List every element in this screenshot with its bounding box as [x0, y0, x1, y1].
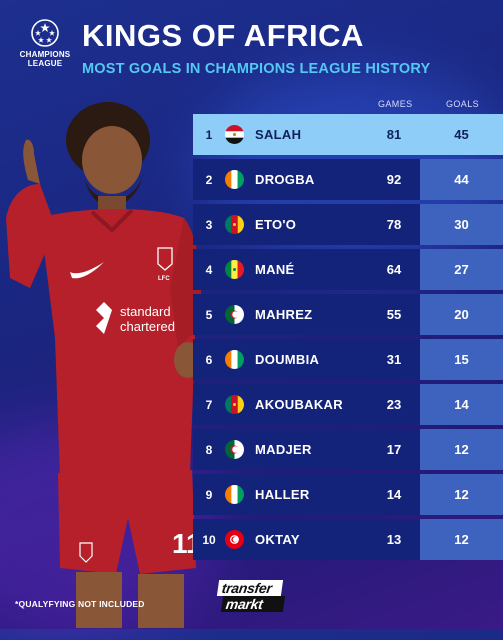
rank-number: 9 [205, 487, 213, 502]
tunisia-flag-icon [225, 530, 244, 549]
rank-number: 1 [205, 127, 213, 142]
table-row: 8 MADJER 17 12 [193, 429, 503, 470]
goals-value: 27 [420, 249, 503, 290]
games-value: 81 [386, 127, 402, 142]
table-row: 10 OKTAY 13 12 [193, 519, 503, 560]
table-row: 9 HALLER 14 12 [193, 474, 503, 515]
table-row: 3 ETO'O 78 30 [193, 204, 503, 245]
player-name: ETO'O [255, 217, 297, 232]
rank-number: 8 [205, 442, 213, 457]
table-row: 7 AKOUBAKAR 23 14 [193, 384, 503, 425]
ivory-coast-flag-icon [225, 170, 244, 189]
cameroon-flag-icon [225, 215, 244, 234]
player-name: SALAH [255, 127, 302, 142]
cameroon-flag-icon [225, 395, 244, 414]
games-value: 13 [386, 532, 402, 547]
games-value: 64 [386, 262, 402, 277]
logo-text: CHAMPIONS [19, 50, 71, 59]
sponsor-text: standard [120, 304, 171, 319]
player-name: MADJER [255, 442, 312, 457]
goals-value: 15 [420, 339, 503, 380]
games-value: 31 [386, 352, 402, 367]
player-name: AKOUBAKAR [255, 397, 343, 412]
brand-text: transfer [216, 580, 284, 596]
table-row: 1 SALAH 81 45 [193, 114, 503, 155]
goals-value: 44 [420, 159, 503, 200]
player-name: DROGBA [255, 172, 315, 187]
rank-number: 4 [205, 262, 213, 277]
rank-number: 2 [205, 172, 213, 187]
games-value: 78 [386, 217, 402, 232]
column-header-games: GAMES [378, 99, 413, 109]
table-row: 2 DROGBA 92 44 [193, 159, 503, 200]
page-subtitle: MOST GOALS IN CHAMPIONS LEAGUE HISTORY [82, 61, 431, 77]
games-value: 14 [386, 487, 402, 502]
table-row: 5 MAHREZ 55 20 [193, 294, 503, 335]
champions-league-logo: CHAMPIONS LEAGUE [14, 18, 76, 68]
senegal-flag-icon [225, 260, 244, 279]
rank-number: 7 [205, 397, 213, 412]
transfermarkt-logo: transfer markt [216, 580, 286, 614]
goals-value: 20 [420, 294, 503, 335]
player-name: OKTAY [255, 532, 300, 547]
crest-text: LFC [158, 276, 170, 282]
algeria-flag-icon [225, 440, 244, 459]
algeria-flag-icon [225, 305, 244, 324]
sponsor-text: chartered [120, 319, 175, 334]
goals-value: 45 [454, 127, 469, 142]
footnote: *QUALYFYING NOT INCLUDED [15, 599, 145, 609]
goals-value: 14 [420, 384, 503, 425]
games-value: 17 [386, 442, 402, 457]
player-name: MAHREZ [255, 307, 313, 322]
ivory-coast-flag-icon [225, 350, 244, 369]
goals-value: 12 [420, 474, 503, 515]
column-header-goals: GOALS [446, 99, 480, 109]
goals-value: 12 [420, 519, 503, 560]
logo-text: LEAGUE [27, 59, 63, 68]
rank-number: 5 [205, 307, 213, 322]
starball-icon [31, 19, 59, 47]
brand-text: markt [220, 596, 286, 612]
rank-number: 6 [205, 352, 213, 367]
ivory-coast-flag-icon [225, 485, 244, 504]
player-name: HALLER [255, 487, 310, 502]
rank-number: 10 [202, 532, 216, 547]
table-row: 4 MANÉ 64 27 [193, 249, 503, 290]
egypt-flag-icon [225, 125, 244, 144]
games-value: 23 [386, 397, 402, 412]
player-name: MANÉ [255, 262, 295, 277]
page-title: KINGS OF AFRICA [82, 18, 364, 53]
games-value: 55 [386, 307, 402, 322]
games-value: 92 [386, 172, 402, 187]
player-photo: LFC standard chartered 11 [6, 102, 202, 628]
player-name: DOUMBIA [255, 352, 320, 367]
rank-number: 3 [205, 217, 213, 232]
ranking-table: 1 SALAH 81 45 2 DROGBA 92 44 3 ETO'O 78 … [193, 114, 503, 564]
goals-value: 12 [420, 429, 503, 470]
goals-value: 30 [420, 204, 503, 245]
table-row: 6 DOUMBIA 31 15 [193, 339, 503, 380]
